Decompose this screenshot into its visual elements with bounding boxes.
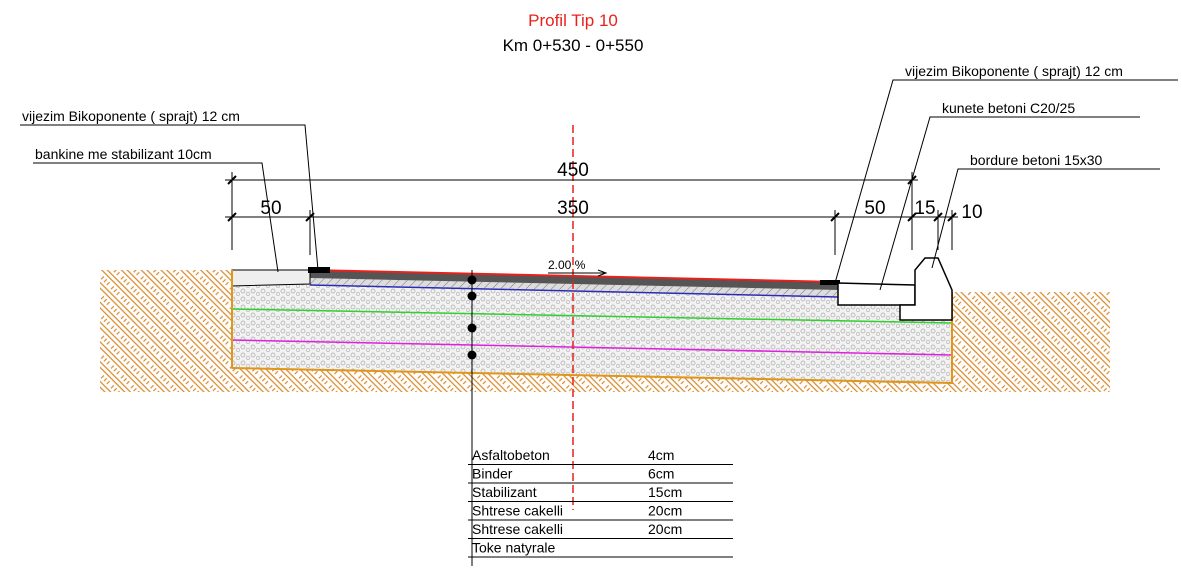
section-line (467, 270, 477, 566)
dimension: 15 (914, 198, 935, 219)
layer-name: Toke natyrale (472, 540, 555, 556)
callout: kunete betoni C20/25 (942, 100, 1075, 116)
layers-table: Asfaltobeton 4cm Binder 6cm Stabilizant 15cm S… (468, 447, 733, 558)
layer-name: Shtrese cakelli (472, 521, 563, 537)
slope-arrow (548, 269, 608, 277)
layer-thickness: 20cm (648, 503, 682, 519)
layer-name: Binder (472, 466, 513, 482)
callout: vijezim Bikoponente ( sprajt) 12 cm (22, 108, 240, 124)
slope-label: 2.00 % (548, 258, 586, 272)
layer-thickness: 4cm (648, 447, 674, 463)
title: Profil Tip 10 (528, 11, 618, 30)
dimension: 50 (260, 198, 281, 219)
layer-thickness: 15cm (648, 484, 682, 500)
callout: bankine me stabilizant 10cm (35, 146, 212, 162)
dimension: 10 (961, 202, 982, 223)
layer-thickness: 20cm (648, 521, 682, 537)
dimension: 350 (557, 198, 589, 219)
layer-name: Asfaltobeton (472, 447, 550, 463)
road-layers (231, 257, 953, 384)
callout: bordure betoni 15x30 (970, 152, 1103, 168)
subtitle: Km 0+530 - 0+550 (503, 36, 644, 55)
leader-lines (20, 79, 1178, 291)
callout: vijezim Bikoponente ( sprajt) 12 cm (905, 63, 1123, 79)
layer-thickness: 6cm (648, 466, 674, 482)
layer-name: Shtrese cakelli (472, 503, 563, 519)
dimension-lines (225, 172, 958, 255)
natural-ground (100, 270, 1110, 392)
layer-name: Stabilizant (472, 484, 537, 500)
dimension-total: 450 (557, 160, 589, 181)
dimension: 50 (864, 198, 885, 219)
